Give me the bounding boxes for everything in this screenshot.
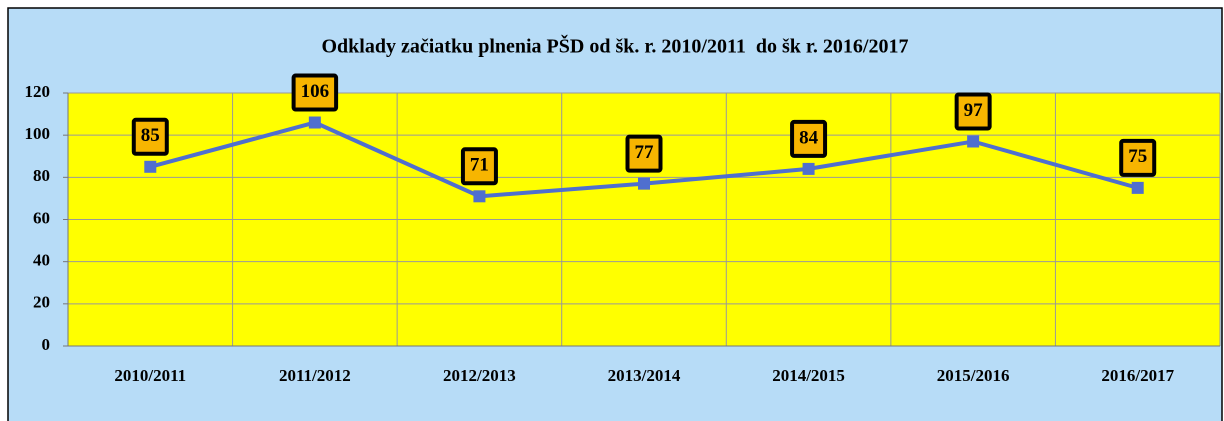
data-label-box: [790, 119, 828, 158]
y-tick-label: 20: [33, 293, 50, 312]
marker: [967, 135, 980, 148]
marker: [802, 162, 815, 175]
data-label-box: [460, 147, 498, 186]
chart-title: Odklady začiatku plnenia PŠD od šk. r. 2…: [322, 34, 909, 58]
data-label: 75: [1128, 146, 1147, 167]
data-label: 97: [964, 100, 984, 121]
y-tick-label: 80: [33, 166, 50, 185]
y-tick-label: 60: [33, 208, 50, 227]
marker: [473, 190, 486, 203]
marker: [308, 116, 321, 129]
x-tick-label: 2010/2011: [114, 366, 186, 385]
y-tick-label: 0: [42, 335, 51, 354]
data-label: 84: [799, 127, 819, 148]
data-label: 77: [635, 142, 655, 163]
data-label: 85: [141, 125, 160, 146]
x-tick-label: 2014/2015: [772, 366, 845, 385]
data-label-box: [291, 73, 339, 112]
data-label-box: [625, 134, 663, 173]
y-tick-label: 120: [25, 82, 51, 101]
x-tick-label: 2016/2017: [1101, 366, 1174, 385]
data-label-box: [131, 117, 169, 156]
x-tick-label: 2015/2016: [937, 366, 1010, 385]
data-label: 71: [470, 155, 489, 176]
data-label: 106: [301, 81, 330, 102]
x-tick-label: 2011/2012: [279, 366, 351, 385]
marker: [1131, 181, 1144, 194]
x-tick-label: 2013/2014: [608, 366, 681, 385]
marker: [144, 160, 157, 173]
y-tick-label: 100: [25, 124, 51, 143]
data-label-box: [954, 92, 992, 131]
marker: [638, 177, 650, 190]
data-label-box: [1119, 138, 1157, 177]
x-tick-label: 2012/2013: [443, 366, 516, 385]
y-tick-label: 40: [33, 251, 50, 270]
